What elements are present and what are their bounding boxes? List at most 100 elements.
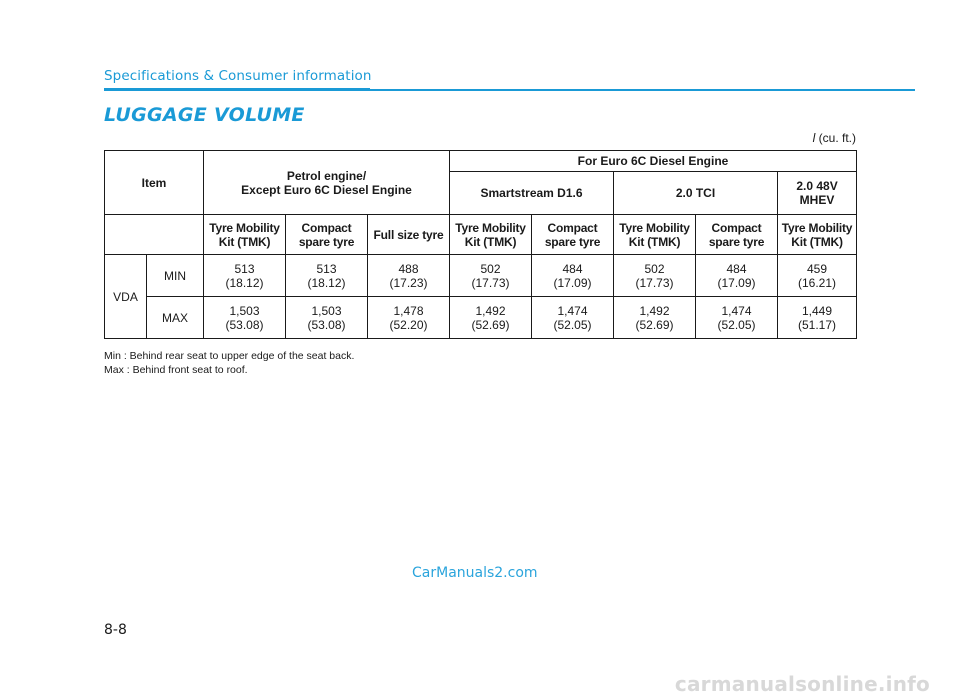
tyre-col-line1: Compact (711, 220, 762, 235)
table-cell: 1,474 (52.05) (695, 296, 778, 339)
value-cuft: (52.69) (635, 317, 674, 332)
table-cell: 459 (16.21) (776, 254, 858, 297)
value-litres: 488 (398, 261, 419, 276)
tyre-col-line2: Kit (TMK) (628, 234, 681, 249)
value-litres: 1,503 (229, 303, 260, 318)
row-label: MAX (146, 296, 204, 339)
row-label: MIN (146, 254, 204, 297)
engine-smartstream-header: Smartstream D1.6 (449, 171, 614, 215)
page-number: 8-8 (104, 622, 127, 638)
petrol-header-line1: Petrol engine/ (286, 168, 367, 183)
page-title: LUGGAGE VOLUME (104, 104, 305, 126)
petrol-header-line2: Except Euro 6C Diesel Engine (241, 182, 412, 197)
value-cuft: (16.21) (798, 275, 837, 290)
item-header-spacer (104, 214, 204, 255)
value-cuft: (52.05) (717, 317, 756, 332)
watermark-link[interactable]: CarManuals2.com (412, 565, 538, 581)
value-cuft: (53.08) (307, 317, 346, 332)
value-cuft: (17.09) (553, 275, 592, 290)
engine-tci-header: 2.0 TCI (613, 171, 778, 215)
tyre-col-header: Tyre Mobility Kit (TMK) (449, 214, 532, 255)
tyre-col-line1: Tyre Mobility (455, 220, 526, 235)
value-litres: 1,474 (721, 303, 752, 318)
site-watermark: carmanualsonline.info (674, 672, 930, 696)
header-row-groups: Item Petrol engine/ Except Euro 6C Diese… (104, 150, 858, 215)
unit-text: (cu. ft.) (815, 131, 856, 145)
value-cuft: (53.08) (225, 317, 264, 332)
value-litres: 1,492 (639, 303, 670, 318)
value-cuft: (52.20) (389, 317, 428, 332)
value-litres: 502 (644, 261, 665, 276)
tyre-col-header: Tyre Mobility Kit (TMK) (776, 214, 858, 255)
header-row-tyres: Tyre Mobility Kit (TMK) Compact spare tyre… (104, 214, 858, 255)
luggage-volume-table: Item Petrol engine/ Except Euro 6C Diese… (104, 150, 858, 339)
row-group-label: VDA (104, 254, 147, 339)
tyre-col-line2: spare tyre (708, 234, 765, 249)
table-cell: 484 (17.09) (531, 254, 614, 297)
tyre-col-line2: Kit (TMK) (464, 234, 517, 249)
tyre-col-line1: Tyre Mobility (209, 220, 280, 235)
table-cell: 1,478 (52.20) (367, 296, 450, 339)
value-cuft: (51.17) (798, 317, 837, 332)
table-cell: 1,474 (52.05) (531, 296, 614, 339)
tyre-col-header: Compact spare tyre (531, 214, 614, 255)
value-litres: 1,449 (802, 303, 833, 318)
value-litres: 502 (480, 261, 501, 276)
table-cell: 502 (17.73) (613, 254, 696, 297)
value-litres: 484 (562, 261, 583, 276)
value-cuft: (18.12) (307, 275, 346, 290)
value-litres: 513 (316, 261, 337, 276)
footnote-max: Max : Behind front seat to roof. (104, 364, 248, 376)
mhev-line2: MHEV (799, 193, 835, 207)
diesel-engine-header: For Euro 6C Diesel Engine (448, 150, 858, 172)
petrol-engine-header: Petrol engine/ Except Euro 6C Diesel Eng… (203, 150, 450, 215)
value-litres: 1,474 (557, 303, 588, 318)
value-cuft: (52.69) (471, 317, 510, 332)
tyre-col-line2: Kit (TMK) (791, 234, 843, 249)
value-litres: 484 (726, 261, 747, 276)
item-header: Item (104, 150, 204, 215)
table-cell: 1,503 (53.08) (203, 296, 286, 339)
table-cell: 1,492 (52.69) (613, 296, 696, 339)
tyre-col-line2: spare tyre (298, 234, 355, 249)
tyre-col-line2: spare tyre (544, 234, 601, 249)
engine-mhev-header: 2.0 48V MHEV (776, 171, 858, 215)
tyre-col-line1: Tyre Mobility (619, 220, 690, 235)
header-row-engines: Smartstream D1.6 2.0 TCI 2.0 48V MHEV (105, 171, 858, 215)
value-litres: 1,503 (311, 303, 342, 318)
value-cuft: (17.73) (635, 275, 674, 290)
tyre-col-line1: Compact (301, 220, 352, 235)
unit-symbol: l (812, 131, 816, 145)
tyre-col-line1: Full size tyre (373, 227, 444, 242)
table-row-min: VDA MIN 513 (18.12) 513 (18.12) 488 (17.23)… (104, 254, 858, 339)
section-header: Specifications & Consumer information (104, 68, 372, 84)
table-cell: 502 (17.73) (449, 254, 532, 297)
value-litres: 513 (234, 261, 255, 276)
table-cell: 1,503 (53.08) (285, 296, 368, 339)
footnotes: Min : Behind rear seat to upper edge of … (104, 349, 354, 377)
tyre-col-line2: Kit (TMK) (218, 234, 271, 249)
mhev-line1: 2.0 48V (796, 179, 838, 193)
footnote-min: Min : Behind rear seat to upper edge of … (104, 350, 355, 362)
value-litres: 1,492 (475, 303, 506, 318)
table-cell: 484 (17.09) (695, 254, 778, 297)
table-cell: 1,449 (51.17) (776, 296, 858, 339)
tyre-col-line1: Tyre Mobility (781, 220, 853, 235)
value-cuft: (52.05) (553, 317, 592, 332)
table-cell: 1,492 (52.69) (449, 296, 532, 339)
table-cell: 513 (18.12) (285, 254, 368, 297)
tyre-col-header: Full size tyre (367, 214, 450, 255)
value-cuft: (17.73) (471, 275, 510, 290)
value-cuft: (18.12) (225, 275, 264, 290)
header-rule-thick (104, 88, 370, 91)
tyre-col-line1: Compact (547, 220, 598, 235)
tyre-col-header: Tyre Mobility Kit (TMK) (613, 214, 696, 255)
value-cuft: (17.23) (389, 275, 428, 290)
value-litres: 459 (807, 261, 828, 276)
table-cell: 488 (17.23) (367, 254, 450, 297)
header-rule-thin (370, 89, 915, 91)
tyre-col-header: Compact spare tyre (285, 214, 368, 255)
table-row-max: MAX 1,503 (53.08) 1,503 (53.08) 1,478 (52.2… (105, 296, 858, 339)
tyre-col-header: Compact spare tyre (695, 214, 778, 255)
tyre-col-header: Tyre Mobility Kit (TMK) (203, 214, 286, 255)
